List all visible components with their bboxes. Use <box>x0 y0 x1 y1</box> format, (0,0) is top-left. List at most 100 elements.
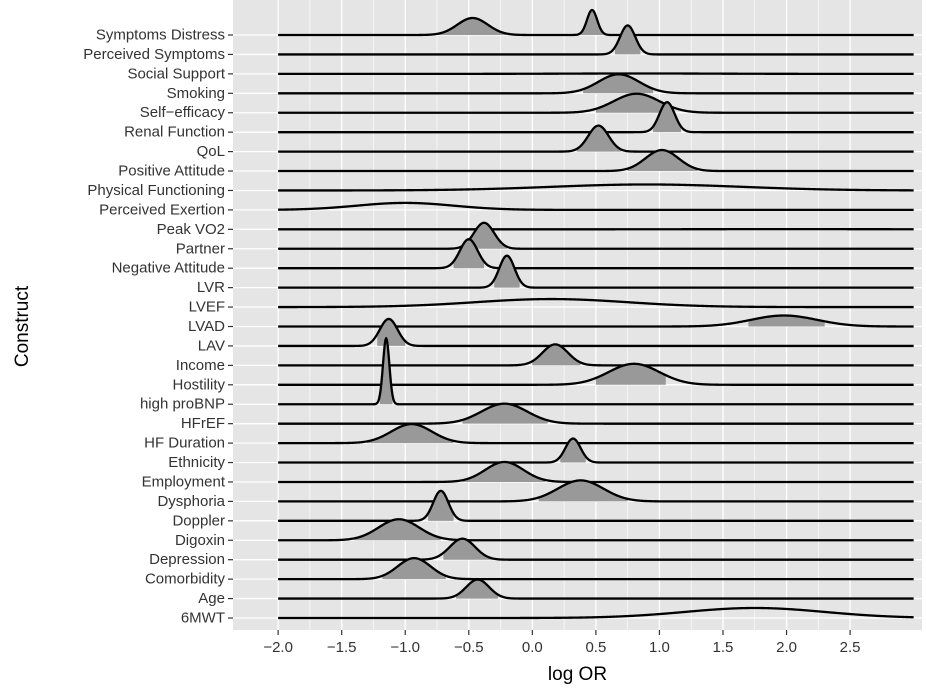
ridge-fill <box>627 150 698 172</box>
ridge-fill <box>614 25 641 55</box>
ridge-line <box>277 479 914 503</box>
ridge-line <box>277 606 914 620</box>
y-tick-label: Dysphoria <box>157 493 225 510</box>
x-tick-label: −1.0 <box>390 639 420 656</box>
x-tick-label: 1.5 <box>713 639 734 656</box>
y-axis-title: Construct <box>12 285 33 367</box>
ridge-fill <box>576 125 622 152</box>
ridges <box>277 8 914 620</box>
ridge-fill <box>462 403 548 424</box>
ridge-depression <box>277 537 914 561</box>
x-tick-label: −2.0 <box>263 639 293 656</box>
y-tick-label: Doppler <box>172 512 225 529</box>
ridge-line <box>277 124 914 153</box>
y-tick-label: Negative Attitude <box>112 260 225 277</box>
ridge-fill <box>560 438 586 463</box>
ridge-fill <box>456 579 499 599</box>
ridge-line <box>277 578 914 600</box>
y-tick-label: Digoxin <box>175 532 225 549</box>
ridge-line <box>277 537 914 561</box>
ridge-line <box>277 238 914 270</box>
ridge-fill <box>354 519 441 541</box>
ridge-line <box>277 24 914 56</box>
x-tick-label: 2.0 <box>776 639 797 656</box>
y-tick-label: Perceived Exertion <box>99 201 225 218</box>
y-tick-label: Perceived Symptoms <box>83 46 225 63</box>
ridge-fill <box>377 318 406 346</box>
ridge-doppler <box>277 489 914 522</box>
ridge-fill <box>538 480 628 502</box>
ridge-line <box>277 518 914 542</box>
ridge-line <box>277 221 914 250</box>
ridge-lav <box>277 317 914 348</box>
ridge-line <box>277 489 914 522</box>
y-tick-label: LVR <box>197 279 225 296</box>
y-tick-label: Income <box>176 357 225 374</box>
ridge-fill <box>428 490 454 521</box>
ridge-line <box>277 402 914 425</box>
ridge-dysphoria <box>277 479 914 503</box>
ridge-smoking <box>277 73 914 95</box>
ridge-fill <box>462 461 546 482</box>
ridge-fill <box>580 10 604 35</box>
ridge-comorbidity <box>277 556 914 581</box>
y-tick-label: QoL <box>197 143 225 160</box>
y-tick-label: Social Support <box>127 65 225 82</box>
ridge-high-probnp <box>277 337 914 406</box>
y-tick-label: 6MWT <box>181 610 225 627</box>
ridge-fill <box>653 102 682 133</box>
ridge-line <box>277 92 914 114</box>
y-tick-label: Smoking <box>167 85 225 102</box>
y-tick-label: Symptoms Distress <box>96 27 225 44</box>
x-axis-title: log OR <box>548 664 607 685</box>
ridge-fill <box>437 18 507 35</box>
ridge-fill <box>443 538 495 560</box>
ridge-line <box>277 254 914 289</box>
x-axis-ticks: −2.0 −1.5 −1.0 −0.5 0.0 0.5 1.0 1.5 2.0 2.5 <box>263 630 861 656</box>
ridge-hf-duration <box>277 422 914 445</box>
y-tick-label: LVAD <box>188 318 225 335</box>
y-tick-label: Comorbidity <box>145 571 226 588</box>
ridge-fill <box>494 255 520 288</box>
plot-panel <box>233 0 922 630</box>
ridge-partner <box>277 221 914 250</box>
ridge-line <box>277 337 914 406</box>
ridge-line <box>277 437 914 464</box>
ridge-lvr <box>277 254 914 289</box>
ridge-line <box>277 297 914 309</box>
ridge-line <box>277 317 914 348</box>
ridge-line <box>277 460 914 484</box>
ridge-ethnicity <box>277 437 914 464</box>
ridge-age <box>277 578 914 600</box>
y-tick-label: Partner <box>176 240 225 257</box>
ridge-self-efficacy <box>277 92 914 114</box>
y-tick-label: Age <box>198 590 225 607</box>
ridge-fill <box>595 363 666 385</box>
x-tick-label: 0.5 <box>585 639 606 656</box>
ridge-employment <box>277 460 914 484</box>
x-tick-label: 0.0 <box>522 639 543 656</box>
ridge-6mwt <box>277 606 914 620</box>
ridge-physical-functioning <box>277 183 914 192</box>
ridge-line <box>277 148 914 173</box>
ridge-line <box>277 201 914 212</box>
y-tick-label: Self−efficacy <box>140 104 226 121</box>
ridge-negative-attitude <box>277 238 914 270</box>
y-tick-label: Ethnicity <box>168 454 225 471</box>
y-tick-label: Renal Function <box>124 124 225 141</box>
y-tick-label: LAV <box>198 337 225 354</box>
ridge-perceived-symptoms <box>277 24 914 56</box>
y-tick-label: HFrEF <box>181 415 225 432</box>
y-tick-label: Physical Functioning <box>87 182 225 199</box>
ridge-line <box>277 556 914 581</box>
y-tick-label: Peak VO2 <box>157 221 225 238</box>
y-tick-label: Positive Attitude <box>118 163 225 180</box>
ridge-fill <box>583 74 654 94</box>
ridge-fill <box>379 338 393 405</box>
x-tick-label: 2.5 <box>840 639 861 656</box>
ridge-digoxin <box>277 518 914 542</box>
ridge-positive-attitude <box>277 148 914 173</box>
ridge-line <box>277 8 914 37</box>
y-tick-label: LVEF <box>189 299 225 316</box>
